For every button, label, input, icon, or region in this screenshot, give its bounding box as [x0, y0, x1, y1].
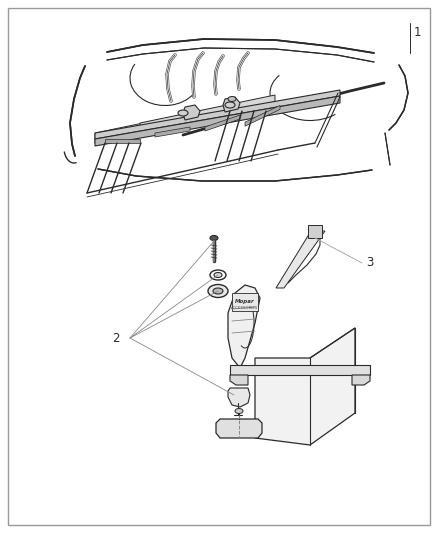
Text: 2: 2: [113, 332, 120, 344]
Ellipse shape: [214, 272, 222, 278]
Polygon shape: [308, 225, 322, 238]
Ellipse shape: [235, 408, 243, 414]
Polygon shape: [232, 293, 258, 311]
Polygon shape: [105, 139, 140, 143]
Polygon shape: [183, 105, 200, 120]
Polygon shape: [352, 375, 370, 385]
Polygon shape: [216, 419, 262, 438]
Text: 1: 1: [414, 27, 421, 39]
Ellipse shape: [210, 270, 226, 280]
Polygon shape: [276, 231, 325, 288]
Polygon shape: [230, 365, 370, 375]
Polygon shape: [230, 375, 248, 385]
Text: Mopar: Mopar: [235, 300, 255, 304]
Polygon shape: [140, 95, 275, 133]
Polygon shape: [223, 97, 240, 112]
Polygon shape: [228, 285, 260, 368]
Polygon shape: [245, 106, 280, 126]
Polygon shape: [155, 127, 190, 137]
Ellipse shape: [208, 285, 228, 297]
Polygon shape: [68, 33, 412, 185]
Ellipse shape: [228, 96, 236, 101]
Polygon shape: [95, 96, 340, 146]
Ellipse shape: [178, 110, 188, 116]
Polygon shape: [228, 388, 250, 407]
Polygon shape: [205, 115, 240, 131]
Polygon shape: [95, 105, 230, 143]
Ellipse shape: [210, 236, 218, 240]
Ellipse shape: [225, 102, 235, 108]
Text: ACCESSORIES: ACCESSORIES: [231, 306, 259, 310]
Text: 3: 3: [366, 256, 373, 270]
Polygon shape: [95, 90, 340, 139]
Ellipse shape: [213, 288, 223, 294]
Polygon shape: [255, 328, 355, 445]
